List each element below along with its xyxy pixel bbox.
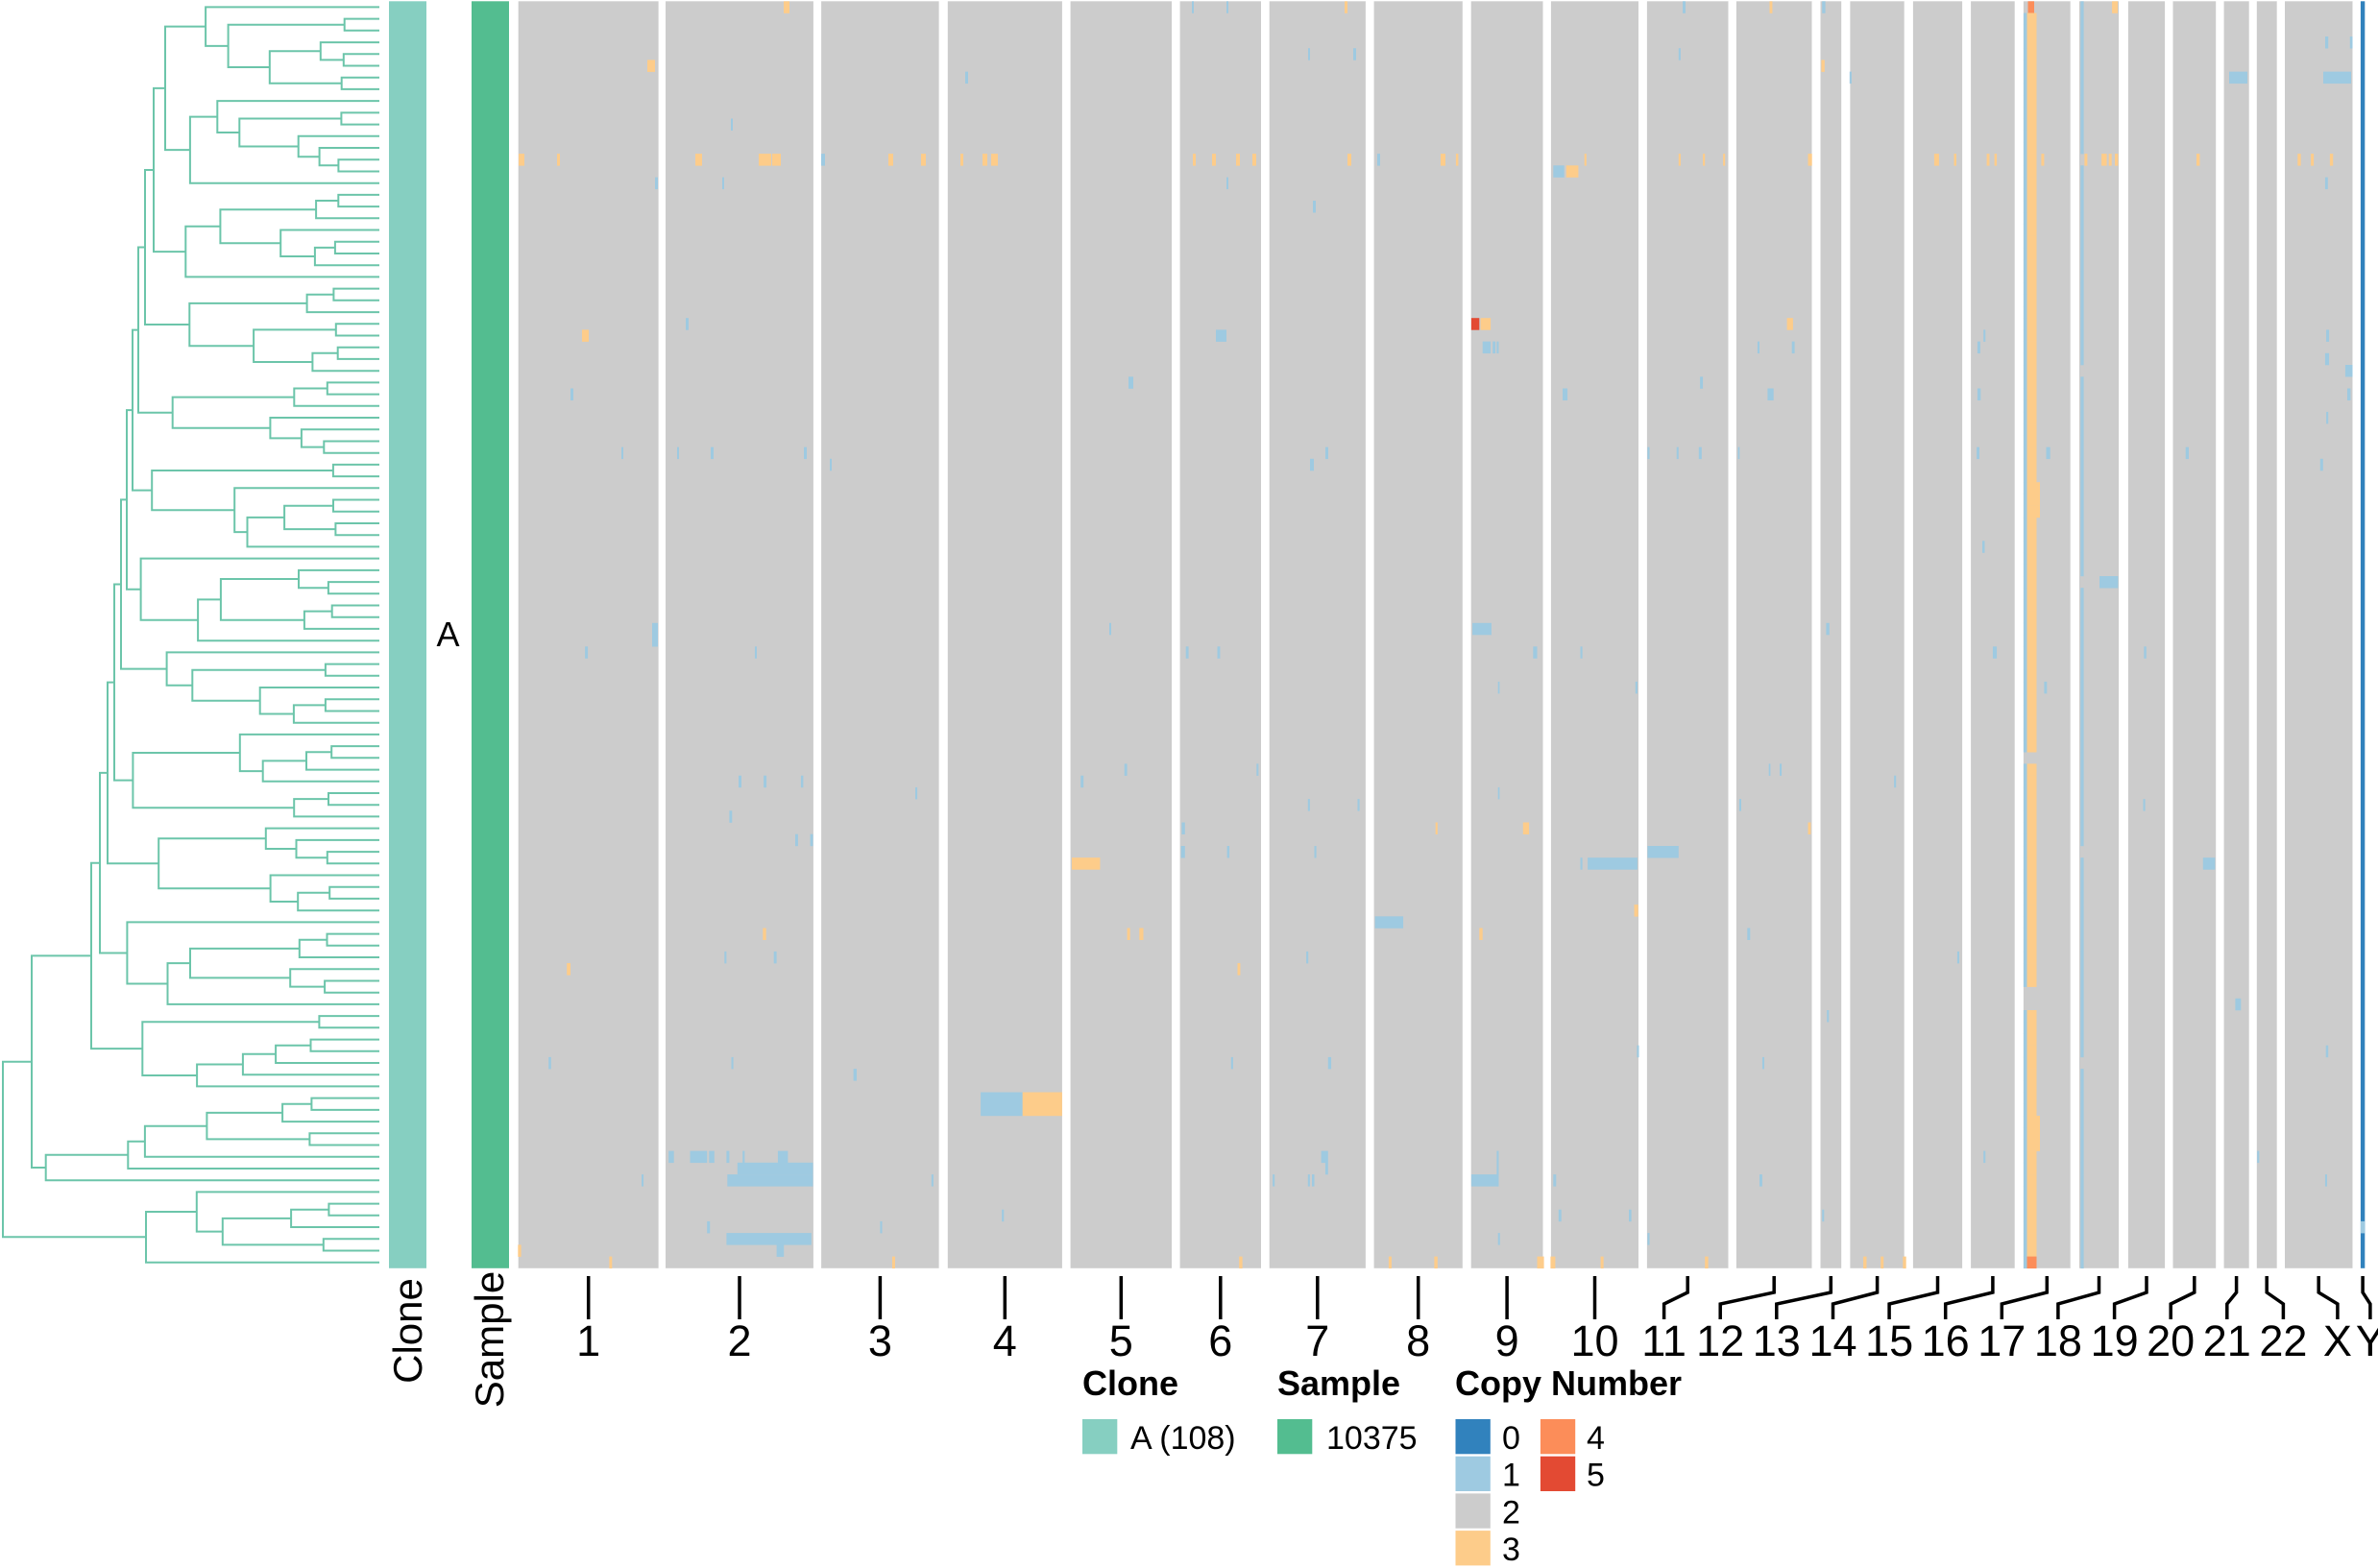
svg-text:21: 21 [2203, 1316, 2251, 1365]
svg-text:Sample: Sample [1277, 1363, 1400, 1403]
svg-text:2: 2 [1502, 1494, 1520, 1531]
svg-text:14: 14 [1808, 1316, 1856, 1365]
svg-text:17: 17 [1978, 1316, 2026, 1365]
svg-text:5: 5 [1587, 1458, 1605, 1494]
svg-text:18: 18 [2034, 1316, 2082, 1365]
svg-text:4: 4 [993, 1316, 1017, 1365]
svg-text:15: 15 [1865, 1316, 1913, 1365]
svg-text:A (108): A (108) [1130, 1420, 1236, 1457]
svg-text:5: 5 [1109, 1316, 1133, 1365]
svg-text:10: 10 [1570, 1316, 1618, 1365]
svg-text:11: 11 [1641, 1316, 1686, 1365]
svg-text:0: 0 [1502, 1420, 1520, 1457]
svg-text:10375: 10375 [1326, 1420, 1418, 1457]
svg-text:Copy Number: Copy Number [1455, 1363, 1682, 1403]
svg-text:6: 6 [1208, 1316, 1232, 1365]
svg-text:1: 1 [1502, 1458, 1520, 1494]
svg-text:9: 9 [1495, 1316, 1519, 1365]
svg-text:2: 2 [727, 1316, 751, 1365]
svg-text:20: 20 [2147, 1316, 2195, 1365]
svg-text:3: 3 [1502, 1532, 1520, 1568]
svg-text:Clone: Clone [1082, 1363, 1178, 1403]
svg-text:1: 1 [576, 1316, 600, 1365]
svg-text:3: 3 [868, 1316, 892, 1365]
svg-text:8: 8 [1406, 1316, 1430, 1365]
svg-text:Sample: Sample [467, 1271, 512, 1408]
svg-text:12: 12 [1696, 1316, 1744, 1365]
svg-text:19: 19 [2091, 1316, 2139, 1365]
svg-text:Y: Y [2356, 1316, 2378, 1365]
svg-text:A: A [436, 615, 459, 654]
svg-text:22: 22 [2259, 1316, 2307, 1365]
svg-text:X: X [2323, 1316, 2352, 1365]
svg-text:Clone: Clone [385, 1278, 430, 1384]
svg-text:13: 13 [1753, 1316, 1801, 1365]
svg-text:4: 4 [1587, 1420, 1605, 1457]
svg-text:7: 7 [1305, 1316, 1329, 1365]
svg-text:16: 16 [1922, 1316, 1970, 1365]
